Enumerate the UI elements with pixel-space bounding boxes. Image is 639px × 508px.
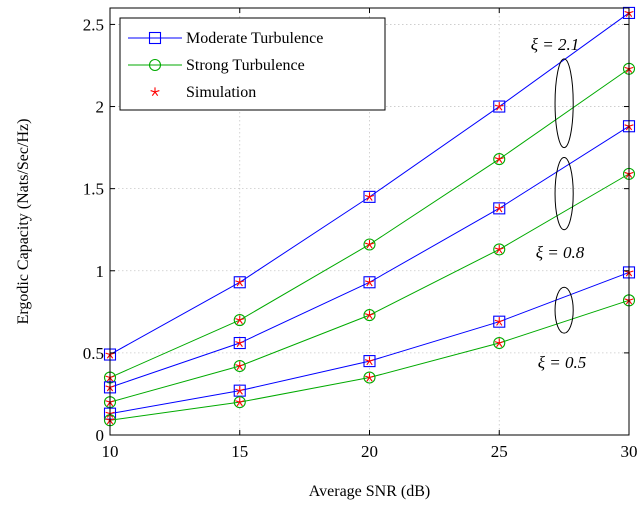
annotation-label: ξ = 0.8 [536,243,585,262]
data-point [493,202,506,215]
y-tick-label: 0.5 [83,344,104,363]
data-point [233,313,246,327]
series-layer [103,6,636,427]
data-point [493,315,506,328]
data-point [493,243,506,256]
annotation-label: ξ = 2.1 [531,35,580,54]
x-axis-label: Average SNR (dB) [309,483,430,500]
legend: Moderate Turbulence Strong Turbulence Simu… [119,17,386,111]
simulation-point [364,192,375,201]
simulation-point [494,203,504,213]
simulation-point [235,361,245,371]
x-tick-label: 10 [102,442,119,461]
legend-marker [148,58,162,72]
simulation-point [364,310,375,320]
data-point [363,276,376,289]
y-axis-label: Ergodic Capacity (Nats/Sec/Hz) [15,119,32,325]
legend-label: Simulation [186,84,256,101]
legend-box [119,17,386,111]
simulation-point [235,315,245,325]
annotation-ellipse [554,156,574,231]
series-moderate-0 [103,6,636,361]
simulation-point [494,317,504,326]
legend-label: Strong Turbulence [186,57,305,74]
simulation-point [364,239,375,249]
y-tick-label: 2.5 [83,15,104,34]
data-point [493,336,506,350]
data-point [233,276,246,289]
simulation-point [235,386,245,395]
data-point [493,153,506,166]
simulation-point [364,372,375,382]
data-point [363,238,376,251]
x-tick-label: 15 [231,442,248,461]
simulation-point [494,101,504,111]
annotation-ellipse [554,286,574,334]
simulation-point [494,338,504,348]
data-point [233,396,246,409]
legend-label: Moderate Turbulence [186,30,323,47]
data-point [363,190,376,203]
simulation-point [494,154,504,164]
data-point [493,100,506,113]
simulation-point [364,356,375,366]
ticks: 10 15 20 25 30 0 0.5 1 1.5 2 2.5 [83,8,638,461]
series-moderate-2 [103,120,636,394]
y-tick-label: 2 [96,98,105,117]
data-point [233,359,246,373]
data-point [233,336,246,350]
data-point [363,371,376,384]
legend-marker [150,87,160,97]
simulation-point [235,338,245,348]
y-tick-label: 0 [96,426,105,445]
x-tick-label: 25 [491,442,508,461]
series-line [109,68,630,378]
legend-item: Simulation [150,84,256,101]
y-tick-label: 1 [96,262,105,281]
simulation-point [364,277,375,287]
legend-item: Strong Turbulence [128,57,305,74]
simulation-point [235,397,245,407]
data-point [363,309,376,322]
y-tick-label: 1.5 [83,180,104,199]
x-tick-label: 20 [361,442,378,461]
series-strong-1 [103,62,636,384]
x-tick-label: 30 [621,442,638,461]
data-point [363,355,376,368]
annotation-ellipse [554,58,574,149]
annotation-label: ξ = 0.5 [538,353,587,372]
simulation-point [494,244,504,254]
annotations: ξ = 2.1 ξ = 0.8 ξ = 0.5 [531,35,587,372]
legend-marker [148,31,162,45]
simulation-point [235,277,245,287]
legend-item: Moderate Turbulence [128,30,323,47]
